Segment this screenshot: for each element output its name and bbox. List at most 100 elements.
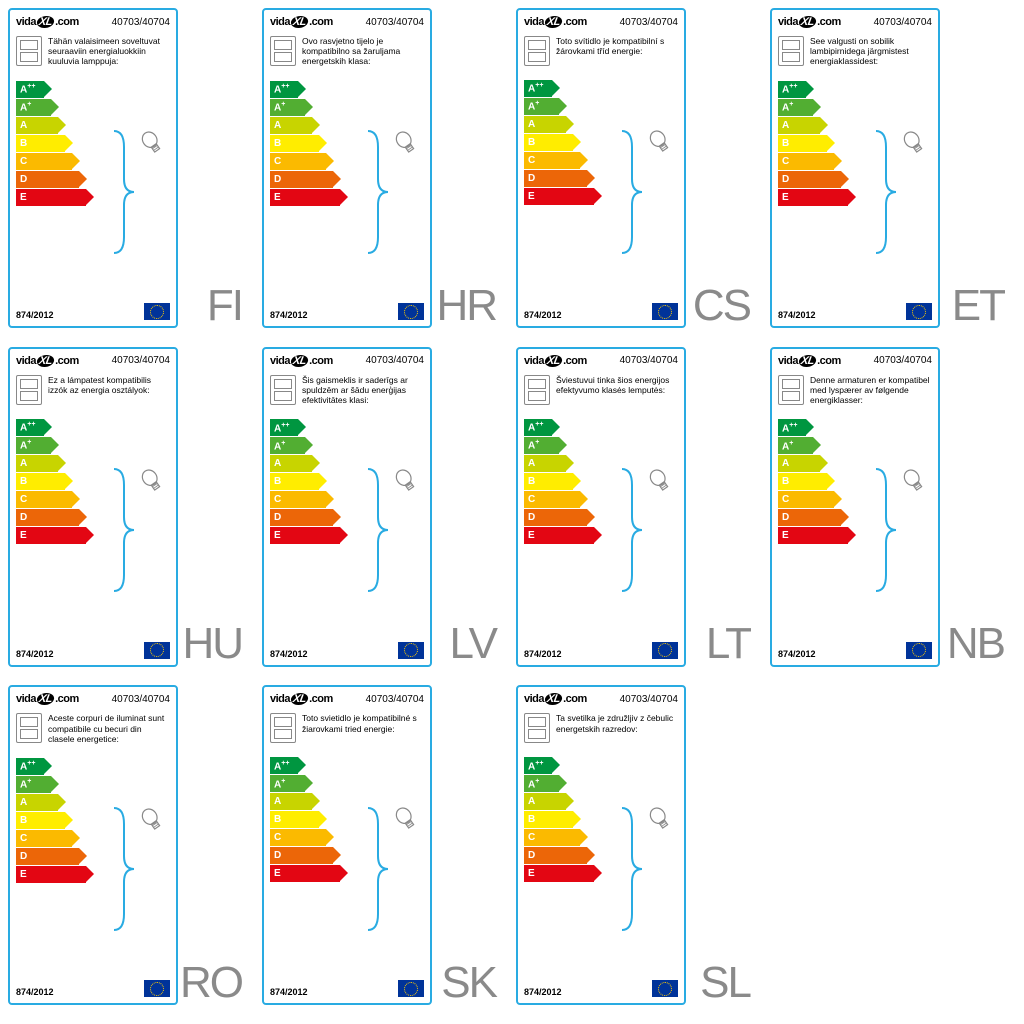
brand-logo: vidaXL.com: [16, 16, 79, 28]
rating-arrow: E: [524, 188, 594, 205]
model-number: 40703/40704: [874, 17, 932, 28]
label-cell: vidaXL.com40703/40704Denne armaturen er …: [770, 347, 1016, 678]
rating-grade: A++: [528, 421, 543, 433]
rating-arrow: E: [16, 527, 86, 544]
regulation-number: 874/2012: [270, 987, 308, 997]
description-row: Ez a lámpatest kompatibilis izzók az ene…: [16, 375, 170, 405]
header-row: vidaXL.com40703/40704: [524, 355, 678, 367]
eu-flag-icon: [398, 980, 424, 997]
rating-grade: A+: [528, 100, 539, 112]
energy-label-card: vidaXL.com40703/40704Tähän valaisimeen s…: [8, 8, 178, 328]
rating-arrow: E: [16, 866, 86, 883]
eu-flag-icon: [652, 303, 678, 320]
brand-logo: vidaXL.com: [16, 355, 79, 367]
rating-arrow: A+: [16, 99, 86, 116]
luminaire-icon: [270, 36, 296, 66]
language-code: SK: [441, 958, 496, 1008]
rating-area: A++A+ABCDE: [524, 757, 678, 980]
rating-grade: A: [20, 120, 27, 131]
rating-arrow: E: [270, 527, 340, 544]
rating-grade: C: [274, 494, 281, 505]
eu-flag-icon: [398, 642, 424, 659]
description-row: Ta svetilka je združljiv z čebulic energ…: [524, 713, 678, 743]
brand-logo: vidaXL.com: [524, 693, 587, 705]
header-row: vidaXL.com 40703/40704: [778, 16, 932, 28]
rating-arrow: E: [524, 865, 594, 882]
rating-grade: E: [528, 868, 535, 879]
rating-grade: C: [528, 832, 535, 843]
rating-arrow: C: [16, 491, 86, 508]
rating-arrow: A+: [778, 437, 848, 454]
rating-arrow: A++: [524, 80, 594, 97]
rating-arrow: C: [16, 153, 86, 170]
rating-grade: D: [20, 174, 27, 185]
bulb-icon: [646, 128, 674, 156]
rating-grade: B: [20, 138, 27, 149]
bulb-icon: [392, 467, 420, 495]
language-code: LV: [449, 619, 496, 669]
brand-logo: vidaXL.com: [778, 355, 841, 367]
brace-column: [852, 81, 932, 303]
description-text: Aceste corpuri de iluminat sunt compatib…: [48, 713, 170, 744]
footer-row: 874/2012: [524, 303, 678, 320]
description-text: Ovo rasvjetno tijelo je kompatibilno sa …: [302, 36, 424, 67]
rating-arrow: A+: [524, 98, 594, 115]
energy-label-card: vidaXL.com40703/40704Ovo rasvjetno tijel…: [262, 8, 432, 328]
energy-label-card: vidaXL.com40703/40704Toto svítidlo je ko…: [516, 8, 686, 328]
rating-area: A++A+ABCDE: [270, 419, 424, 641]
rating-area: A++A+ABCDE: [16, 419, 170, 642]
rating-arrow: C: [270, 153, 340, 170]
energy-label-card: vidaXL.com40703/40704 Ta svetilka je zdru…: [516, 685, 686, 1005]
rating-arrow: B: [16, 473, 86, 490]
language-code: HU: [182, 619, 242, 669]
regulation-number: 874/2012: [16, 649, 54, 659]
rating-arrow: C: [778, 153, 848, 170]
rating-grade: B: [20, 476, 27, 487]
rating-arrow: A++: [778, 81, 848, 98]
rating-arrow: D: [16, 848, 86, 865]
description-row: See valgusti on sobilik lambipirnidega j…: [778, 36, 932, 67]
rating-grade: C: [782, 494, 789, 505]
rating-grade: A: [274, 796, 281, 807]
regulation-number: 874/2012: [524, 987, 562, 997]
rating-grade: A++: [782, 422, 797, 434]
rating-area: A++A+ABCDE: [778, 81, 932, 303]
rating-arrow: E: [270, 865, 340, 882]
luminaire-icon: [524, 375, 550, 405]
rating-grade: B: [274, 138, 281, 149]
model-number: 40703/40704: [366, 17, 424, 28]
rating-grade: C: [274, 832, 281, 843]
label-cell: vidaXL.com40703/40704Šis gaismeklis ir s…: [262, 347, 508, 678]
language-code: RO: [180, 958, 242, 1008]
brace-column: [598, 80, 678, 303]
rating-grade: A+: [20, 778, 31, 790]
label-cell: vidaXL.com 40703/40704 Ez a lámpatest komp…: [8, 347, 254, 678]
rating-arrow: A++: [524, 757, 594, 774]
header-row: vidaXL.com 40703/40704: [16, 355, 170, 367]
rating-arrow: A: [778, 455, 848, 472]
rating-grade: B: [20, 815, 27, 826]
rating-arrow: B: [270, 135, 340, 152]
rating-grade: E: [274, 868, 281, 879]
rating-grade: B: [528, 137, 535, 148]
description-text: Toto svítidlo je kompatibilní s žárovkam…: [556, 36, 678, 66]
model-number: 40703/40704: [112, 355, 170, 366]
eu-flag-icon: [906, 642, 932, 659]
description-text: Ta svetilka je združljiv z čebulic energ…: [556, 713, 678, 743]
energy-label-card: vidaXL.com 40703/40704 See valgusti on sob…: [770, 8, 940, 328]
energy-label-card: vidaXL.com40703/40704Toto svietidlo je k…: [262, 685, 432, 1005]
rating-grade: E: [274, 192, 281, 203]
rating-arrow: D: [270, 171, 340, 188]
rating-area: A++A+ABCDE: [270, 757, 424, 980]
luminaire-icon: [270, 713, 296, 743]
description-row: Denne armaturen er kompatibel med lyspær…: [778, 375, 932, 406]
luminaire-icon: [16, 713, 42, 743]
brand-logo: vidaXL.com: [778, 16, 841, 28]
rating-grade: A: [274, 120, 281, 131]
rating-arrow: A: [270, 793, 340, 810]
language-code: ET: [952, 281, 1004, 331]
header-row: vidaXL.com40703/40704: [524, 693, 678, 705]
language-code: LT: [706, 619, 750, 669]
rating-grade: C: [528, 494, 535, 505]
eu-flag-icon: [144, 980, 170, 997]
